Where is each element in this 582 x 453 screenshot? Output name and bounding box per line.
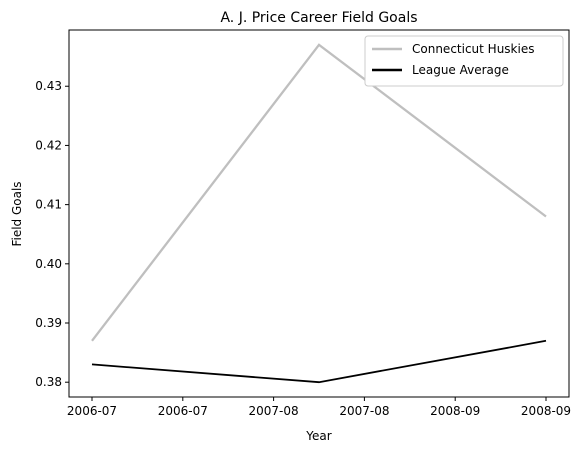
x-tick-label: 2008-09: [521, 404, 571, 418]
chart-title: A. J. Price Career Field Goals: [220, 10, 417, 26]
y-tick-label: 0.42: [35, 138, 62, 152]
x-tick-label: 2007-08: [249, 404, 299, 418]
y-tick-label: 0.40: [35, 257, 62, 271]
x-tick-label: 2006-07: [158, 404, 208, 418]
legend-label-league-average: League Average: [412, 63, 509, 77]
y-tick-label: 0.43: [35, 79, 62, 93]
y-tick-label: 0.38: [35, 375, 62, 389]
y-axis-label: Field Goals: [10, 181, 24, 246]
legend-label-connecticut-huskies: Connecticut Huskies: [412, 42, 534, 56]
x-tick-label: 2006-07: [67, 404, 117, 418]
x-axis-label: Year: [305, 429, 331, 443]
legend-box: [364, 35, 564, 87]
x-tick-label: 2007-08: [339, 404, 389, 418]
legend: Connecticut Huskies League Average: [364, 35, 564, 87]
plot-frame: [68, 29, 570, 398]
y-tick-label: 0.39: [35, 316, 62, 330]
y-tick-label: 0.41: [35, 198, 62, 212]
x-tick-label: 2008-09: [430, 404, 480, 418]
